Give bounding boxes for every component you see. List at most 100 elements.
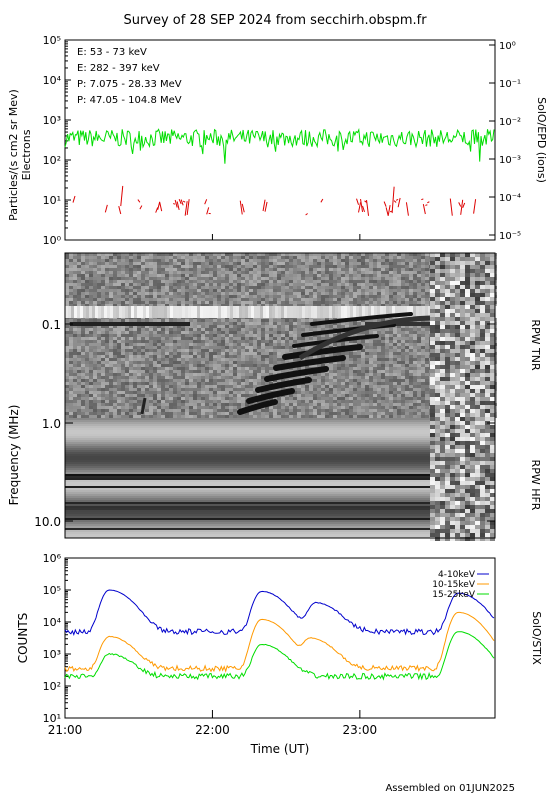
- tnr-pixel: [201, 256, 205, 259]
- tnr-pixel: [381, 268, 385, 271]
- tnr-pixel: [305, 325, 309, 328]
- tnr-pixel: [85, 253, 89, 256]
- tnr-pixel: [401, 280, 405, 283]
- tnr-pixel: [193, 298, 197, 301]
- tnr-pixel: [353, 280, 357, 283]
- tnr-pixel: [197, 337, 201, 340]
- tnr-pixel: [77, 385, 81, 388]
- tnr-pixel: [253, 283, 257, 286]
- tnr-pixel: [209, 349, 213, 352]
- tnr-pixel: [273, 325, 277, 328]
- tnr-pixel: [237, 364, 241, 367]
- tnr-pixel: [385, 343, 389, 346]
- e2-segment: [118, 205, 122, 215]
- tnr-pixel: [417, 331, 421, 334]
- tnr-pixel: [377, 283, 381, 286]
- tnr-pixel: [213, 289, 217, 292]
- tnr-pixel: [205, 346, 209, 349]
- tnr-pixel: [165, 268, 169, 271]
- tnr-pixel: [165, 385, 169, 388]
- tnr-pixel: [221, 289, 225, 292]
- tnr-pixel: [133, 325, 137, 328]
- tnr-pixel: [97, 376, 101, 379]
- tnr-pixel: [421, 364, 425, 367]
- tnr-pixel: [289, 337, 293, 340]
- tnr-pixel: [81, 274, 85, 277]
- tnr-pixel: [165, 331, 169, 334]
- tnr-pixel: [325, 265, 329, 268]
- tnr-pixel: [401, 370, 405, 373]
- tnr-pixel: [101, 385, 105, 388]
- tnr-pixel: [125, 358, 129, 361]
- tnr-pixel: [101, 277, 105, 280]
- tnr-pixel: [109, 301, 113, 304]
- tnr-pixel: [185, 352, 189, 355]
- tnr-pixel: [233, 280, 237, 283]
- tnr-pixel: [229, 352, 233, 355]
- tnr-pixel: [277, 355, 281, 358]
- tnr-pixel: [361, 280, 365, 283]
- tnr-pixel: [253, 280, 257, 283]
- tnr-pixel: [301, 259, 305, 262]
- tnr-pixel: [229, 268, 233, 271]
- tnr-pixel: [333, 385, 337, 388]
- tnr-pixel: [181, 280, 185, 283]
- tnr-pixel: [181, 262, 185, 265]
- tnr-pixel: [353, 292, 357, 295]
- tnr-pixel: [117, 259, 121, 262]
- tnr-pixel: [125, 331, 129, 334]
- tnr-pixel: [65, 268, 69, 271]
- tnr-pixel: [337, 382, 341, 385]
- tnr-pixel: [405, 274, 409, 277]
- tnr-pixel: [85, 364, 89, 367]
- tnr-pixel: [253, 361, 257, 364]
- tnr-pixel: [365, 292, 369, 295]
- tnr-pixel: [361, 364, 365, 367]
- tnr-pixel: [89, 364, 93, 367]
- tnr-pixel: [125, 277, 129, 280]
- tnr-pixel: [393, 289, 397, 292]
- tnr-pixel: [201, 352, 205, 355]
- tnr-pixel: [389, 376, 393, 379]
- tnr-pixel: [101, 343, 105, 346]
- tnr-pixel: [277, 328, 281, 331]
- tnr-pixel: [301, 286, 305, 289]
- tnr-pixel: [249, 349, 253, 352]
- tnr-pixel: [317, 295, 321, 298]
- tnr-pixel: [73, 325, 77, 328]
- tnr-pixel: [93, 346, 97, 349]
- tnr-pixel: [217, 322, 221, 325]
- tnr-pixel: [69, 328, 73, 331]
- tnr-pixel: [65, 274, 69, 277]
- figure-title: Survey of 28 SEP 2024 from secchirh.obsp…: [123, 13, 427, 28]
- e2-segment: [356, 198, 359, 205]
- tnr-pixel: [269, 277, 273, 280]
- tnr-pixel: [121, 256, 125, 259]
- tnr-pixel: [201, 382, 205, 385]
- tnr-pixel: [377, 361, 381, 364]
- tnr-pixel: [345, 382, 349, 385]
- tnr-pixel: [197, 259, 201, 262]
- tnr-pixel: [125, 253, 129, 256]
- tnr-pixel: [165, 337, 169, 340]
- tnr-pixel: [113, 265, 117, 268]
- tnr-pixel: [425, 253, 429, 256]
- tnr-pixel: [305, 283, 309, 286]
- e2-segment: [364, 200, 367, 203]
- tnr-pixel: [193, 259, 197, 262]
- tnr-pixel: [425, 325, 429, 328]
- tnr-pixel: [113, 325, 117, 328]
- tnr-pixel: [409, 331, 413, 334]
- tnr-pixel: [221, 286, 225, 289]
- tnr-pixel: [117, 289, 121, 292]
- tnr-pixel: [261, 343, 265, 346]
- tnr-pixel: [357, 262, 361, 265]
- tnr-pixel: [253, 346, 257, 349]
- tnr-pixel: [381, 361, 385, 364]
- tnr-pixel: [221, 298, 225, 301]
- tnr-pixel: [89, 355, 93, 358]
- tnr-pixel: [137, 385, 141, 388]
- tnr-pixel: [249, 283, 253, 286]
- tnr-pixel: [341, 274, 345, 277]
- tnr-pixel: [265, 277, 269, 280]
